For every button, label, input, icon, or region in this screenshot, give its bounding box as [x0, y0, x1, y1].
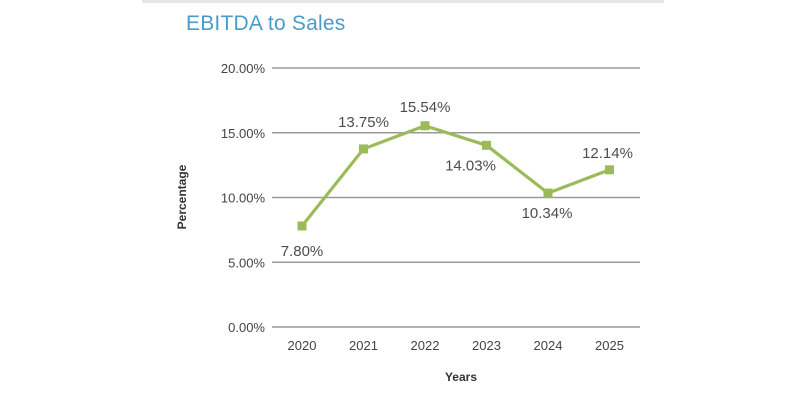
y-axis-title: Percentage [175, 164, 189, 229]
data-label: 14.03% [445, 157, 496, 174]
chart-title: EBITDA to Sales [186, 12, 346, 35]
x-axis-title: Years [445, 370, 477, 384]
data-label: 7.80% [281, 243, 324, 260]
data-point-marker [359, 144, 368, 154]
data-label: 15.54% [400, 99, 451, 116]
x-tick-label: 2024 [534, 338, 563, 353]
y-tick-label: 10.00% [221, 191, 266, 206]
y-tick-label: 5.00% [228, 255, 265, 270]
data-point-marker [605, 165, 614, 175]
y-tick-label: 20.00% [221, 61, 266, 76]
data-label: 10.34% [522, 205, 573, 222]
data-label: 12.14% [582, 145, 633, 162]
x-tick-label: 2025 [595, 338, 624, 353]
x-tick-label: 2022 [411, 338, 440, 353]
series-line [300, 124, 611, 227]
data-point-marker [420, 121, 430, 131]
data-point-marker [297, 221, 307, 231]
y-tick-label: 15.00% [221, 126, 266, 141]
x-tick-label: 2021 [349, 338, 378, 353]
x-tick-label: 2020 [288, 338, 317, 353]
x-tick-label: 2023 [472, 338, 501, 353]
data-point-marker [482, 140, 491, 150]
data-point-marker [543, 188, 553, 198]
data-label: 13.75% [338, 114, 389, 131]
y-tick-label: 0.00% [228, 320, 265, 335]
top-divider [142, 0, 664, 3]
